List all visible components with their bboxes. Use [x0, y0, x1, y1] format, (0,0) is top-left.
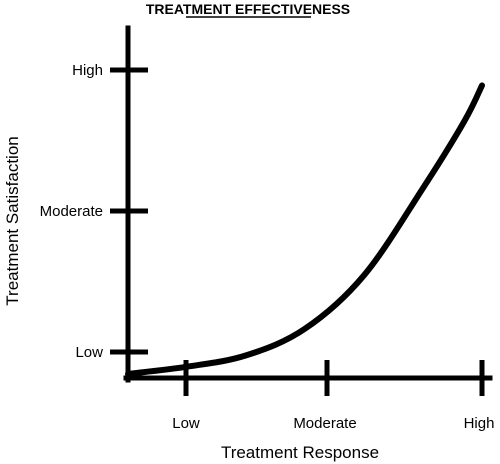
x-tick-label-high: High	[464, 415, 495, 432]
chart-title: TREATMENT EFFECTIVENESS	[146, 1, 350, 17]
y-tick-label-high: High	[72, 62, 103, 79]
y-axis-label: Treatment Satisfaction	[3, 136, 22, 305]
y-tick-label-low: Low	[75, 344, 103, 361]
x-axis-label: Treatment Response	[221, 443, 379, 462]
y-tick-label-moderate: Moderate	[40, 203, 103, 220]
series-line	[125, 82, 485, 377]
x-tick-label-low: Low	[172, 415, 200, 432]
x-tick-label-moderate: Moderate	[293, 415, 356, 432]
